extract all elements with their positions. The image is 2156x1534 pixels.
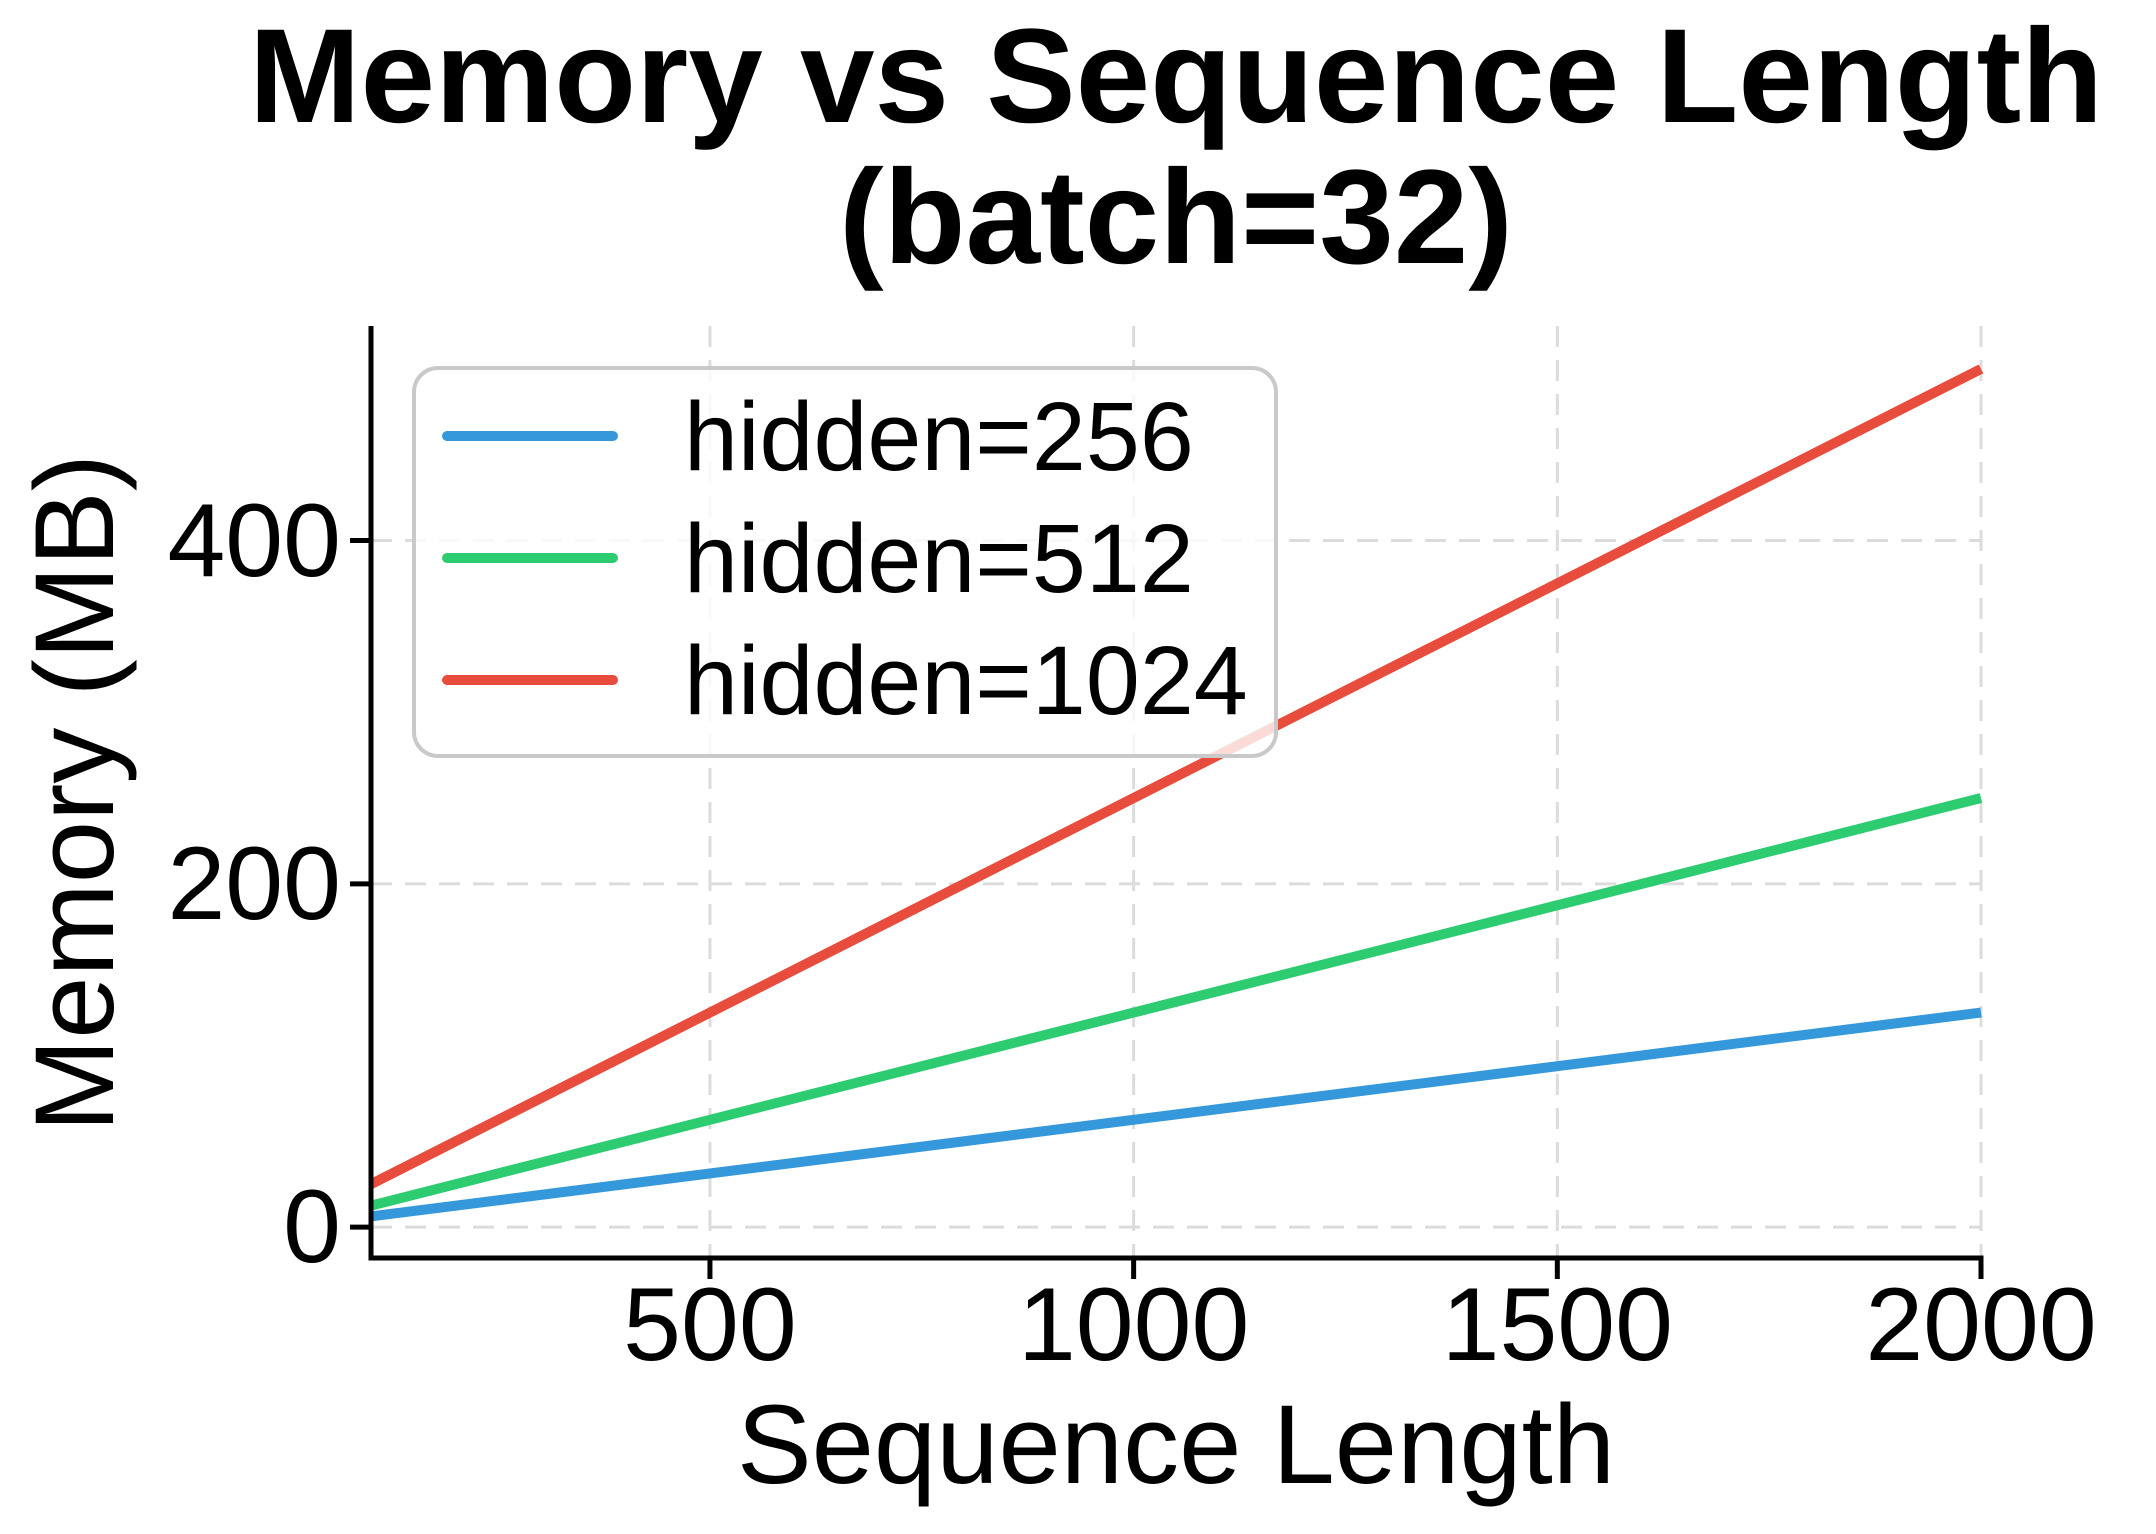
legend-swatch-hidden-512 xyxy=(442,553,618,563)
legend-swatch-hidden-256 xyxy=(442,431,618,441)
x-tick-label-500: 500 xyxy=(623,1267,797,1383)
legend: hidden=256 hidden=512 hidden=1024 xyxy=(412,366,1278,758)
y-tick-label-0: 0 xyxy=(283,1169,341,1286)
legend-label-hidden-1024: hidden=1024 xyxy=(684,625,1248,735)
series-line-hidden-512 xyxy=(369,793,1983,1211)
chart-title-line2: (batch=32) xyxy=(839,143,1513,292)
x-tick-label-1500: 1500 xyxy=(1441,1267,1673,1383)
legend-swatch-hidden-1024 xyxy=(442,675,618,685)
series-line-hidden-1024 xyxy=(368,364,1984,1189)
chart-title-line1: Memory vs Sequence Length xyxy=(248,2,2104,151)
x-tick-label-2000: 2000 xyxy=(1865,1267,2097,1383)
legend-item-hidden-256: hidden=256 xyxy=(416,375,1274,497)
legend-label-hidden-256: hidden=256 xyxy=(684,381,1194,491)
y-tick-label-200: 200 xyxy=(167,825,341,942)
series-line-hidden-256 xyxy=(370,1007,1982,1222)
legend-label-hidden-512: hidden=512 xyxy=(684,503,1194,613)
chart-title: Memory vs Sequence Length (batch=32) xyxy=(249,6,2103,288)
legend-item-hidden-1024: hidden=1024 xyxy=(416,619,1274,741)
y-tick-label-400: 400 xyxy=(167,482,341,599)
legend-item-hidden-512: hidden=512 xyxy=(416,497,1274,619)
x-tick-label-1000: 1000 xyxy=(1017,1267,1250,1383)
x-axis-label: Sequence Length xyxy=(736,1382,1616,1507)
